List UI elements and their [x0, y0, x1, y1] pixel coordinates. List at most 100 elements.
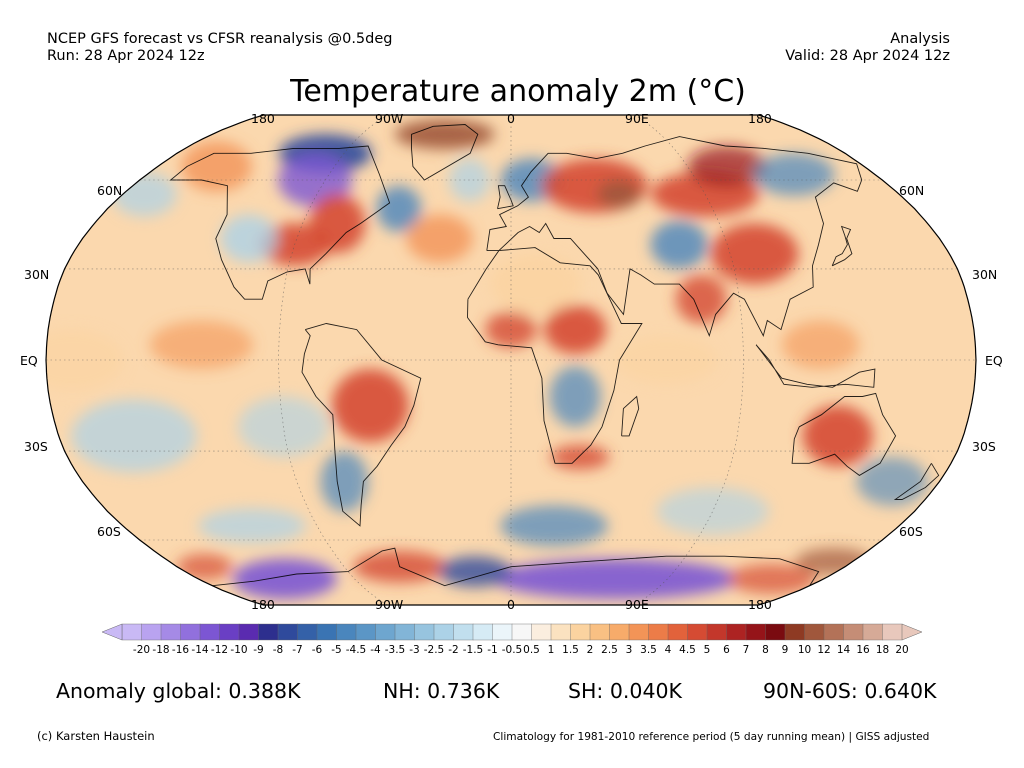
coastline: [497, 185, 514, 210]
lat-label-right-eq: EQ: [985, 353, 1003, 368]
coastline: [212, 547, 820, 587]
anomaly-region: [856, 457, 928, 506]
lon-label-bottom-90w: 90W: [375, 597, 404, 612]
global-anomaly: Anomaly global: 0.388K: [56, 679, 301, 703]
colorbar-swatch: [355, 623, 376, 641]
colorbar-tick-label: 18: [876, 644, 889, 656]
colorbar-tick-label: 3.5: [640, 644, 657, 656]
colorbar-swatch: [589, 623, 610, 641]
anomaly-region: [795, 548, 872, 575]
valid-time: Valid: 28 Apr 2024 12z: [785, 48, 950, 64]
colorbar-tick-label: 4: [665, 644, 672, 656]
colorbar-swatch: [297, 623, 318, 641]
colorbar-tick-label: 8: [762, 644, 769, 656]
colorbar-swatch: [609, 623, 630, 641]
colorbar-tick-label: 5: [704, 644, 711, 656]
colorbar-tick-label: -8: [273, 644, 283, 656]
colorbar-tick-label: -10: [230, 644, 247, 656]
colorbar-swatch: [570, 623, 591, 641]
colorbar-swatch: [745, 623, 766, 641]
anomaly-map: [45, 114, 977, 606]
colorbar-swatch: [628, 623, 649, 641]
anomaly-region: [181, 141, 252, 192]
lat-label-right-30s: 30S: [972, 439, 996, 454]
model-description: NCEP GFS forecast vs CFSR reanalysis @0.…: [47, 31, 393, 47]
lon-label-bottom-180w: 180: [251, 597, 275, 612]
anomaly-region: [597, 180, 641, 209]
colorbar-swatch: [784, 623, 805, 641]
run-time: Run: 28 Apr 2024 12z: [47, 48, 205, 64]
colorbar-swatch: [823, 623, 844, 641]
climatology-note: Climatology for 1981-2010 reference peri…: [493, 731, 930, 743]
graticule-meridian: [634, 114, 744, 606]
anomaly-region: [394, 119, 495, 149]
anomaly-region: [728, 564, 816, 594]
anomaly-region: [550, 445, 610, 470]
colorbar-swatch: [843, 623, 864, 641]
colorbar-tick-label: 12: [817, 644, 830, 656]
anomaly-region: [490, 253, 582, 315]
anomaly-region: [320, 451, 369, 512]
colorbar-tick-label: -2.5: [424, 644, 445, 656]
colorbar-tick-label: 4.5: [679, 644, 696, 656]
graticule-meridian: [278, 114, 388, 606]
anomaly-region: [781, 320, 860, 370]
colorbar-swatch: [160, 623, 181, 641]
colorbar-swatch: [316, 623, 337, 641]
colorbar-swatch: [472, 623, 493, 641]
colorbar-swatch: [414, 623, 435, 641]
lon-label-top-180e: 180: [748, 111, 772, 126]
colorbar-swatch: [375, 623, 396, 641]
colorbar-tick-label: 1.5: [562, 644, 579, 656]
lon-label-bottom-0: 0: [507, 597, 515, 612]
lon-label-top-180w: 180: [251, 111, 275, 126]
anomaly-region: [232, 558, 338, 600]
coastline: [467, 247, 643, 464]
colorbar-tick-label: -0.5: [502, 644, 523, 656]
colorbar-tick-label: -6: [312, 644, 323, 656]
colorbar-tick-label: -16: [172, 644, 189, 656]
colorbar-swatch: [199, 623, 220, 641]
colorbar-swatch: [687, 623, 708, 641]
colorbar-swatch: [258, 623, 279, 641]
anomaly-region: [331, 369, 409, 443]
anomaly-region: [656, 487, 769, 536]
lat-label-left-60s: 60S: [97, 524, 121, 539]
lon-label-top-0: 0: [507, 111, 515, 126]
anomaly-region: [710, 223, 799, 284]
colorbar-tick-label: -5: [331, 644, 341, 656]
colorbar-swatch: [336, 623, 357, 641]
colorbar-swatch: [511, 623, 532, 641]
colorbar-tick-label: -14: [191, 644, 208, 656]
anomaly-region: [493, 558, 737, 600]
colorbar-swatch: [706, 623, 727, 641]
anomaly-region: [220, 214, 278, 263]
colorbar-swatch: [765, 623, 786, 641]
anomaly-region: [438, 556, 511, 587]
colorbar-min-arrow: [101, 623, 123, 641]
sh-anomaly: SH: 0.040K: [568, 679, 682, 703]
colorbar-swatch: [121, 623, 142, 641]
anomaly-region: [802, 405, 873, 467]
colorbar-tick-label: -7: [292, 644, 302, 656]
colorbar-swatch: [238, 623, 259, 641]
colorbar-tick-label: 20: [895, 644, 908, 656]
lat-label-left-60n: 60N: [97, 183, 123, 198]
colorbar-tick-label: -1: [487, 644, 497, 656]
colorbar-swatch: [648, 623, 669, 641]
colorbar-tick-label: -4.5: [346, 644, 367, 656]
coastline: [486, 136, 863, 338]
anomaly-region: [198, 508, 307, 544]
anomaly-region: [687, 146, 767, 187]
colorbar-max-arrow: [901, 623, 923, 641]
colorbar-swatch: [277, 623, 298, 641]
colorbar-tick-label: -20: [133, 644, 150, 656]
lat-label-left-eq: EQ: [20, 353, 38, 368]
colorbar-tick-label: -9: [253, 644, 263, 656]
nh-anomaly: NH: 0.736K: [383, 679, 500, 703]
colorbar-tick-label: -2: [448, 644, 458, 656]
colorbar-swatch: [862, 623, 883, 641]
arctic-anomaly: 90N-60S: 0.640K: [763, 679, 937, 703]
anomaly-region: [277, 153, 353, 207]
colorbar-swatch: [433, 623, 454, 641]
